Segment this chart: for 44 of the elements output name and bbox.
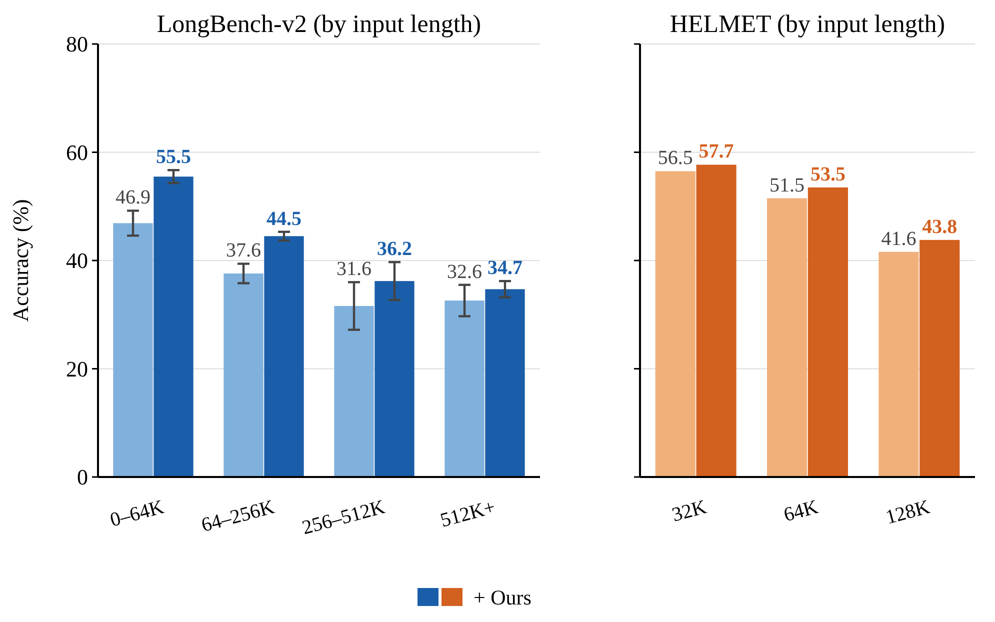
bar	[374, 281, 414, 477]
data-label: 55.5	[156, 146, 191, 168]
chart-title: LongBench-v2 (by input length)	[156, 11, 482, 38]
data-label: 56.5	[658, 147, 693, 170]
bar	[878, 252, 919, 477]
bar	[113, 223, 153, 477]
data-label: 46.9	[116, 186, 151, 209]
y-tick-label: 60	[66, 140, 88, 165]
x-tick-label: 128K	[883, 496, 933, 529]
x-tick-label: 64K	[781, 496, 821, 526]
bar	[920, 240, 960, 477]
bar	[264, 236, 304, 477]
bar	[154, 176, 194, 477]
bar	[334, 306, 374, 477]
bar	[808, 187, 848, 477]
x-tick-label: 512K+	[438, 496, 498, 532]
bar	[485, 289, 525, 477]
legend-label: + Ours	[474, 585, 532, 610]
data-label: 37.6	[226, 240, 262, 262]
bar	[444, 300, 484, 477]
bar	[224, 273, 264, 477]
x-tick-label: 32K	[670, 496, 710, 526]
y-tick-label: 40	[66, 248, 88, 274]
data-label: 41.6	[881, 228, 916, 250]
chart-title: HELMET (by input length)	[670, 11, 946, 38]
data-label: 51.5	[770, 174, 805, 196]
bar	[696, 164, 736, 477]
bar	[655, 171, 696, 477]
x-tick-label: 64–256K	[199, 496, 278, 537]
data-label: 43.8	[922, 216, 958, 238]
y-tick-label: 80	[66, 32, 88, 57]
data-label: 57.7	[698, 140, 734, 163]
data-label: 31.6	[336, 258, 372, 280]
x-tick-label: 0–64K	[108, 496, 167, 532]
y-tick-label: 0	[77, 464, 88, 490]
x-tick-label: 256–512K	[300, 496, 388, 540]
data-label: 53.5	[810, 163, 846, 186]
y-axis-title: Accuracy (%)	[8, 199, 33, 322]
data-label: 32.6	[447, 260, 482, 283]
y-tick-label: 20	[66, 356, 88, 382]
data-label: 34.7	[487, 257, 522, 280]
bar	[767, 198, 808, 477]
data-label: 44.5	[266, 208, 302, 230]
data-label: 36.2	[376, 238, 412, 260]
